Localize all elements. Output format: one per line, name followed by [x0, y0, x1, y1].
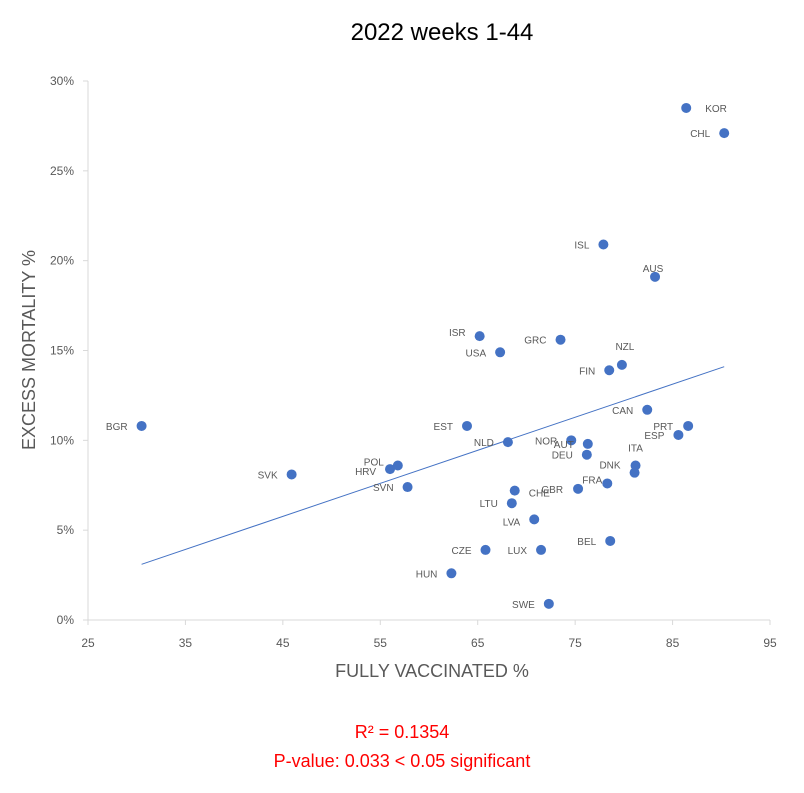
- point-label: EST: [434, 422, 453, 433]
- data-point: [474, 331, 485, 342]
- point-label: CZE: [452, 546, 472, 557]
- point-label: AUT: [554, 440, 574, 451]
- data-point: [506, 498, 517, 509]
- y-tick-label: 5%: [57, 523, 75, 537]
- data-point: [683, 420, 694, 431]
- data-point: [650, 271, 661, 282]
- data-point: [642, 404, 653, 415]
- point-label: ESP: [644, 431, 664, 442]
- data-point: [555, 334, 566, 345]
- point-label: NOR: [535, 436, 557, 447]
- point-label: LVA: [503, 517, 521, 528]
- data-point: [529, 514, 540, 525]
- data-point: [502, 437, 513, 448]
- trendline: [141, 366, 725, 565]
- x-tick-label: 35: [179, 636, 193, 650]
- data-point: [566, 435, 577, 446]
- data-point: [495, 347, 506, 358]
- data-point: [286, 469, 297, 480]
- point-label: DNK: [599, 461, 620, 472]
- x-tick-label: 55: [374, 636, 388, 650]
- x-tick-label: 95: [763, 636, 777, 650]
- x-tick-label: 45: [276, 636, 290, 650]
- point-label: CAN: [612, 406, 633, 417]
- data-point: [543, 598, 554, 609]
- point-label: FIN: [579, 366, 595, 377]
- data-point: [536, 544, 547, 555]
- point-label: GRC: [524, 336, 546, 347]
- point-label: HRV: [355, 467, 376, 478]
- data-point: [573, 483, 584, 494]
- point-label: AUS: [643, 264, 664, 275]
- x-tick-label: 65: [471, 636, 485, 650]
- point-label: POL: [364, 457, 384, 468]
- data-point: [392, 460, 403, 471]
- point-label: PRT: [653, 422, 673, 433]
- data-point: [602, 478, 613, 489]
- data-point: [402, 482, 413, 493]
- x-tick-label: 25: [81, 636, 95, 650]
- point-label: SVK: [258, 470, 278, 481]
- chart-title: 2022 weeks 1-44: [351, 19, 534, 46]
- y-tick-label: 10%: [50, 433, 74, 447]
- data-point: [629, 467, 640, 478]
- point-label: BEL: [577, 537, 596, 548]
- data-point: [604, 365, 615, 376]
- point-label: NLD: [474, 438, 494, 449]
- point-label: ISL: [574, 240, 589, 251]
- data-point: [461, 420, 472, 431]
- point-label: HUN: [416, 569, 438, 580]
- point-label: LTU: [480, 499, 498, 510]
- y-tick-label: 30%: [50, 74, 74, 88]
- y-tick-label: 0%: [57, 613, 75, 627]
- point-label: SWE: [512, 600, 535, 611]
- data-point: [446, 568, 457, 579]
- data-point: [509, 485, 520, 496]
- data-point: [582, 438, 593, 449]
- point-label: KOR: [705, 104, 727, 115]
- data-point: [480, 544, 491, 555]
- x-tick-label: 75: [568, 636, 582, 650]
- data-point: [719, 128, 730, 139]
- data-point: [605, 535, 616, 546]
- point-label: GBR: [541, 485, 563, 496]
- point-label: CHL: [690, 129, 710, 140]
- y-tick-label: 25%: [50, 164, 74, 178]
- point-label: LUX: [508, 546, 528, 557]
- p-value-text: P-value: 0.033 < 0.05 significant: [273, 751, 531, 771]
- point-label: ITA: [628, 443, 643, 454]
- point-label: ISR: [449, 328, 466, 339]
- x-axis-title: FULLY VACCINATED %: [335, 661, 529, 681]
- point-label: SVN: [373, 483, 394, 494]
- point-label: CHE: [529, 489, 550, 500]
- data-point: [616, 359, 627, 370]
- data-point: [385, 464, 396, 475]
- r-squared-text: R² = 0.1354: [354, 722, 450, 742]
- data-points-layer: KOR CHL ISL AUS ISR GRC USA NZL FIN CAN BGR EST PRTE…: [106, 102, 730, 611]
- point-label: NZL: [615, 342, 634, 353]
- plot-axes: 25 35 45 55 65 75 85 95 0% 5% 10% 15% 20% 25% 30%: [50, 74, 777, 650]
- data-point: [581, 449, 592, 460]
- point-label: USA: [466, 348, 487, 359]
- y-axis-title: EXCESS MORTALITY %: [19, 250, 39, 450]
- point-label: BGR: [106, 422, 128, 433]
- data-point: [673, 429, 684, 440]
- data-point: [681, 102, 692, 113]
- y-tick-label: 20%: [50, 254, 74, 268]
- point-label: FRA: [582, 475, 602, 486]
- point-label: DEU: [552, 451, 573, 462]
- trendline-layer: [141, 366, 725, 565]
- x-tick-label: 85: [666, 636, 680, 650]
- data-point: [136, 420, 147, 431]
- data-point: [598, 239, 609, 250]
- y-tick-label: 15%: [50, 344, 74, 358]
